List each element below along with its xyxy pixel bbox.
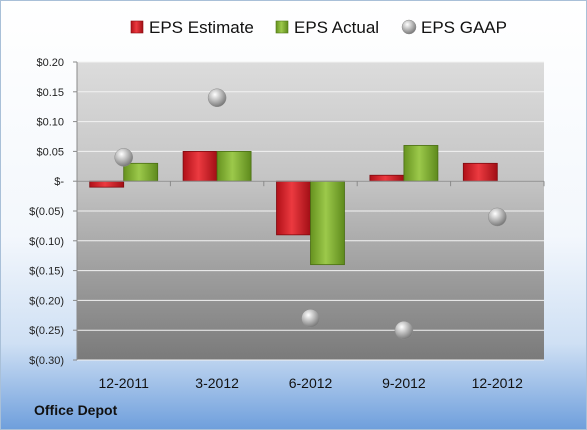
y-tick-label: $0.05 [36, 146, 64, 158]
y-tick-label: $(0.30) [29, 355, 64, 367]
legend-item-eps-estimate: EPS Estimate [130, 18, 254, 37]
y-axis: $0.20 $0.15 $0.10 $0.05 $- $(0.05) $(0.10) $(0.… [29, 57, 78, 367]
bar-eps-estimate [276, 180, 311, 236]
company-name: Office Depot [34, 402, 118, 418]
legend-swatch-eps-actual [275, 20, 289, 34]
x-tick-label: 6-2012 [289, 375, 333, 391]
gaap-markers [114, 88, 507, 340]
y-tick-label: $0.20 [36, 57, 64, 69]
bar-eps-actual [123, 162, 159, 182]
x-tick-label: 9-2012 [382, 375, 426, 391]
y-tick-label: $0.15 [36, 87, 64, 99]
bar-eps-actual [216, 150, 252, 182]
gridlines [77, 61, 544, 361]
bar-eps-estimate [369, 174, 405, 182]
x-tick-label: 12-2012 [472, 375, 524, 391]
x-tick-label: 12-2011 [99, 375, 150, 391]
legend: EPS Estimate EPS Actual EPS GAAP [130, 18, 507, 37]
y-tick-label: $(0.25) [29, 325, 64, 337]
marker-eps-gaap [114, 148, 133, 167]
y-tick-label: $(0.20) [29, 295, 64, 307]
legend-swatch-eps-estimate [130, 20, 144, 34]
y-tick-label: $(0.05) [29, 206, 64, 218]
bar-eps-estimate [462, 162, 498, 182]
legend-label-eps-gaap: EPS GAAP [421, 18, 507, 37]
legend-item-eps-actual: EPS Actual [275, 18, 379, 37]
legend-item-eps-gaap: EPS GAAP [401, 18, 507, 37]
y-tick-label: $- [54, 176, 64, 188]
marker-eps-gaap [207, 88, 227, 108]
y-tick-label: $0.10 [36, 117, 64, 129]
marker-eps-gaap [488, 207, 507, 227]
legend-label-eps-actual: EPS Actual [294, 18, 379, 37]
bar-eps-estimate [89, 180, 125, 188]
legend-label-eps-estimate: EPS Estimate [149, 18, 254, 37]
bars [89, 145, 498, 266]
marker-eps-gaap [394, 320, 414, 340]
x-axis: 12-2011 3-2012 6-2012 9-2012 12-2012 [76, 180, 545, 391]
marker-eps-gaap [301, 309, 320, 328]
x-tick-label: 3-2012 [195, 375, 239, 391]
bar-eps-actual [310, 180, 345, 266]
y-tick-label: $(0.10) [29, 236, 64, 248]
y-tick-label: $(0.15) [29, 266, 64, 278]
bar-eps-estimate [182, 150, 218, 182]
bar-eps-actual [403, 145, 439, 182]
legend-swatch-eps-gaap [401, 19, 417, 35]
